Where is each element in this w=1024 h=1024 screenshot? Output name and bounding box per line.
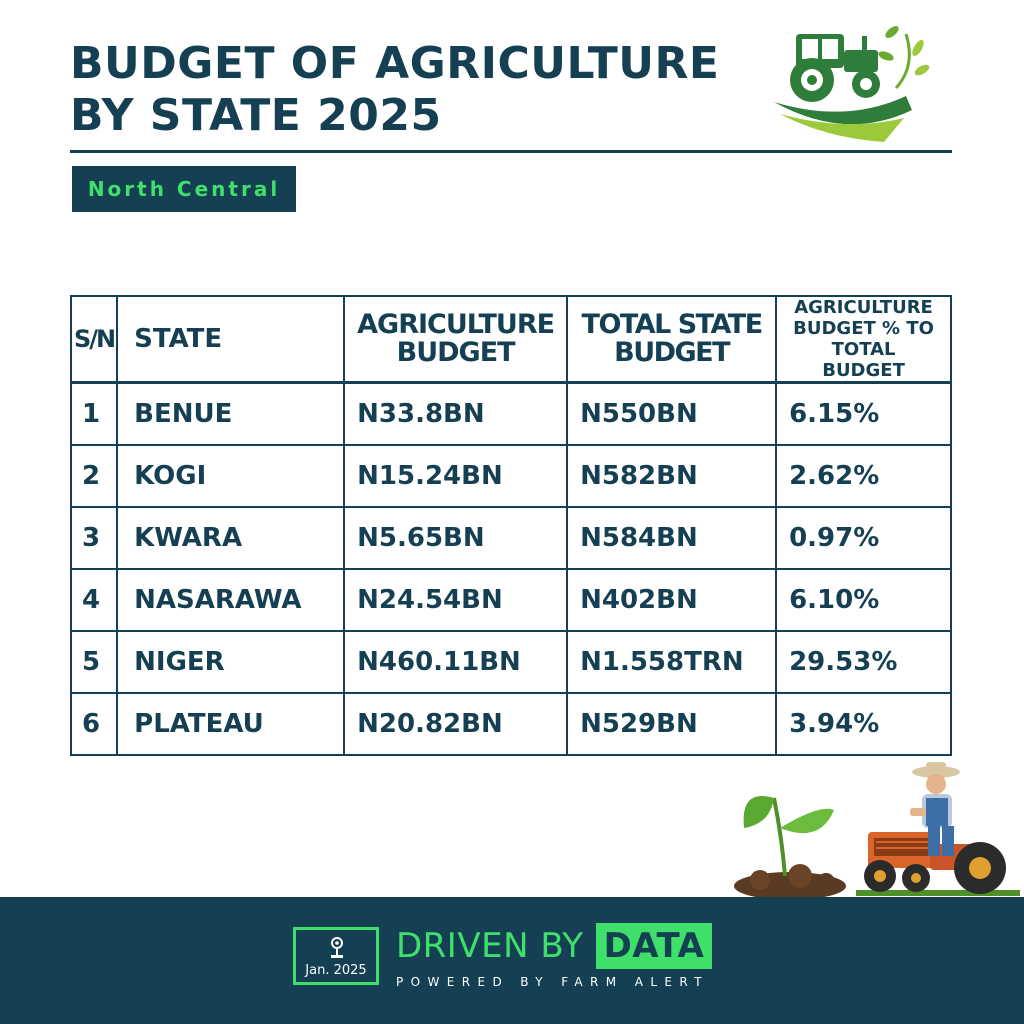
row-percentage: 0.97% [775, 506, 952, 570]
row-percentage: 3.94% [775, 692, 952, 756]
row-total-budget: N529BN [566, 692, 778, 756]
column-header-state: STATE [116, 295, 346, 384]
row-agriculture-budget: N5.65BN [343, 506, 569, 570]
row-agriculture-budget: N33.8BN [343, 381, 569, 446]
brand-logo: DRIVEN BY DATA [396, 923, 713, 969]
table-row: 2 KOGI N15.24BN N582BN 2.62% [69, 444, 952, 508]
row-state: PLATEAU [116, 692, 346, 756]
row-state: BENUE [116, 381, 346, 446]
row-sn: 2 [69, 444, 119, 508]
badge-date: Jan. 2025 [305, 963, 367, 978]
row-percentage: 29.53% [775, 630, 952, 694]
row-total-budget: N402BN [566, 568, 778, 632]
row-state: NIGER [116, 630, 346, 694]
row-total-budget: N1.558TRN [566, 630, 778, 694]
header-divider [70, 150, 952, 153]
table-row: 6 PLATEAU N20.82BN N529BN 3.94% [69, 692, 952, 756]
row-state: KOGI [116, 444, 346, 508]
row-state: KWARA [116, 506, 346, 570]
table-row: 5 NIGER N460.11BN N1.558TRN 29.53% [69, 630, 952, 694]
column-header-total-state-budget: TOTAL STATE BUDGET [566, 295, 778, 384]
row-state: NASARAWA [116, 568, 346, 632]
table-header-row: S/N STATE AGRICULTURE BUDGET TOTAL STATE… [69, 295, 952, 384]
row-total-budget: N584BN [566, 506, 778, 570]
row-total-budget: N582BN [566, 444, 778, 508]
table-row: 4 NASARAWA N24.54BN N402BN 6.10% [69, 568, 952, 632]
table-row: 3 KWARA N5.65BN N584BN 0.97% [69, 506, 952, 570]
title-line-1: BUDGET OF AGRICULTURE [70, 38, 720, 89]
table-row: 1 BENUE N33.8BN N550BN 6.15% [69, 381, 952, 446]
farmer-on-tractor-with-sprout-icon [734, 762, 1020, 900]
brand-text: DRIVEN BY [396, 926, 584, 966]
row-agriculture-budget: N15.24BN [343, 444, 569, 508]
row-sn: 1 [69, 381, 119, 446]
row-sn: 4 [69, 568, 119, 632]
row-agriculture-budget: N460.11BN [343, 630, 569, 694]
region-label: North Central [72, 166, 296, 212]
row-sn: 5 [69, 630, 119, 694]
date-badge: Jan. 2025 [293, 927, 379, 985]
row-total-budget: N550BN [566, 381, 778, 446]
column-header-percentage: AGRICULTURE BUDGET % TO TOTAL BUDGET [775, 295, 952, 384]
row-agriculture-budget: N20.82BN [343, 692, 569, 756]
column-header-sn: S/N [69, 295, 119, 384]
row-percentage: 6.15% [775, 381, 952, 446]
row-percentage: 2.62% [775, 444, 952, 508]
powered-by-text: POWERED BY FARM ALERT [396, 975, 710, 989]
location-pin-icon [331, 937, 343, 958]
budget-table: S/N STATE AGRICULTURE BUDGET TOTAL STATE… [69, 295, 952, 756]
tractor-logo-icon [774, 26, 930, 142]
brand-box: DATA [595, 923, 713, 969]
column-header-agriculture-budget: AGRICULTURE BUDGET [343, 295, 569, 384]
title-line-2: BY STATE 2025 [70, 90, 442, 141]
row-sn: 3 [69, 506, 119, 570]
page-title: BUDGET OF AGRICULTURE BY STATE 2025 [70, 38, 719, 142]
row-percentage: 6.10% [775, 568, 952, 632]
footer-banner: Jan. 2025 DRIVEN BY DATA POWERED BY FARM… [0, 897, 1024, 1024]
row-sn: 6 [69, 692, 119, 756]
row-agriculture-budget: N24.54BN [343, 568, 569, 632]
